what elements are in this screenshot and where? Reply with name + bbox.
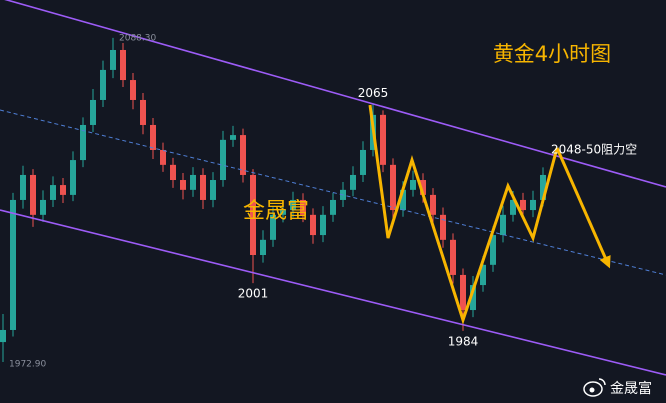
candle-body (420, 180, 426, 195)
candle-body (290, 199, 296, 211)
candle-body (140, 99, 146, 125)
candle-body (170, 164, 176, 181)
candle-body (190, 174, 196, 190)
candle-body (60, 185, 66, 195)
candle-body (100, 69, 106, 100)
labels: 2088.30 1972.90 2065 2001 1984 (9, 33, 478, 369)
watermark: 金晟富 (243, 199, 309, 224)
candle-body (200, 174, 206, 200)
candle-body (320, 214, 326, 236)
candle-body (20, 174, 26, 200)
candle-body (540, 174, 546, 200)
candle-body (120, 49, 126, 81)
price-label: 2065 (358, 86, 389, 100)
candle-body (160, 149, 166, 165)
weibo-icon (583, 378, 606, 397)
candle-body (430, 194, 436, 215)
candle-body (210, 180, 216, 200)
channel-middle (0, 109, 666, 276)
candle-body (440, 214, 446, 240)
candle-body (500, 214, 506, 236)
candle-body (450, 239, 456, 275)
candle-body (70, 160, 76, 195)
forecast-arrow (555, 147, 611, 269)
candle-body (390, 164, 396, 211)
footer: 金晟富 (610, 380, 652, 397)
candle-body (150, 124, 156, 150)
candle-body (310, 214, 316, 236)
candle-body (220, 139, 226, 181)
candle-body (300, 199, 306, 215)
candle-body (180, 180, 186, 190)
candles (0, 37, 546, 362)
candle-body (10, 199, 16, 330)
forecast-path (368, 104, 559, 325)
candle-body (280, 210, 286, 215)
note: 2048-50阻力空 (551, 143, 637, 157)
candle-body (380, 114, 386, 165)
candle-body (270, 214, 276, 240)
price-label: 2088.30 (119, 33, 156, 43)
candle-body (130, 80, 136, 100)
candle-body (110, 49, 116, 70)
candle-body (470, 285, 476, 311)
candle-body (50, 185, 56, 200)
candle-body (400, 189, 406, 211)
candle-body (530, 199, 536, 211)
candle-body (480, 264, 486, 286)
candle-body (260, 239, 266, 255)
candle-body (350, 174, 356, 190)
candle-body (0, 329, 6, 343)
candle-body (250, 174, 256, 255)
price-label: 1972.90 (9, 359, 46, 369)
candle-body (410, 180, 416, 190)
candle-body (490, 235, 496, 265)
candle-body (80, 124, 86, 161)
candle-body (460, 274, 466, 311)
price-label: 2001 (238, 287, 269, 301)
price-label: 1984 (448, 334, 479, 348)
channel-lower (0, 209, 666, 376)
candle-body (510, 199, 516, 215)
chart-title: 黄金4小时图 (493, 42, 611, 66)
candle-body (520, 199, 526, 211)
candle-body (30, 174, 36, 215)
candle-body (240, 135, 246, 175)
candle-body (330, 199, 336, 215)
candle-body (230, 135, 236, 140)
candle-body (360, 149, 366, 175)
candle-body (40, 199, 46, 215)
candle-body (90, 99, 96, 125)
